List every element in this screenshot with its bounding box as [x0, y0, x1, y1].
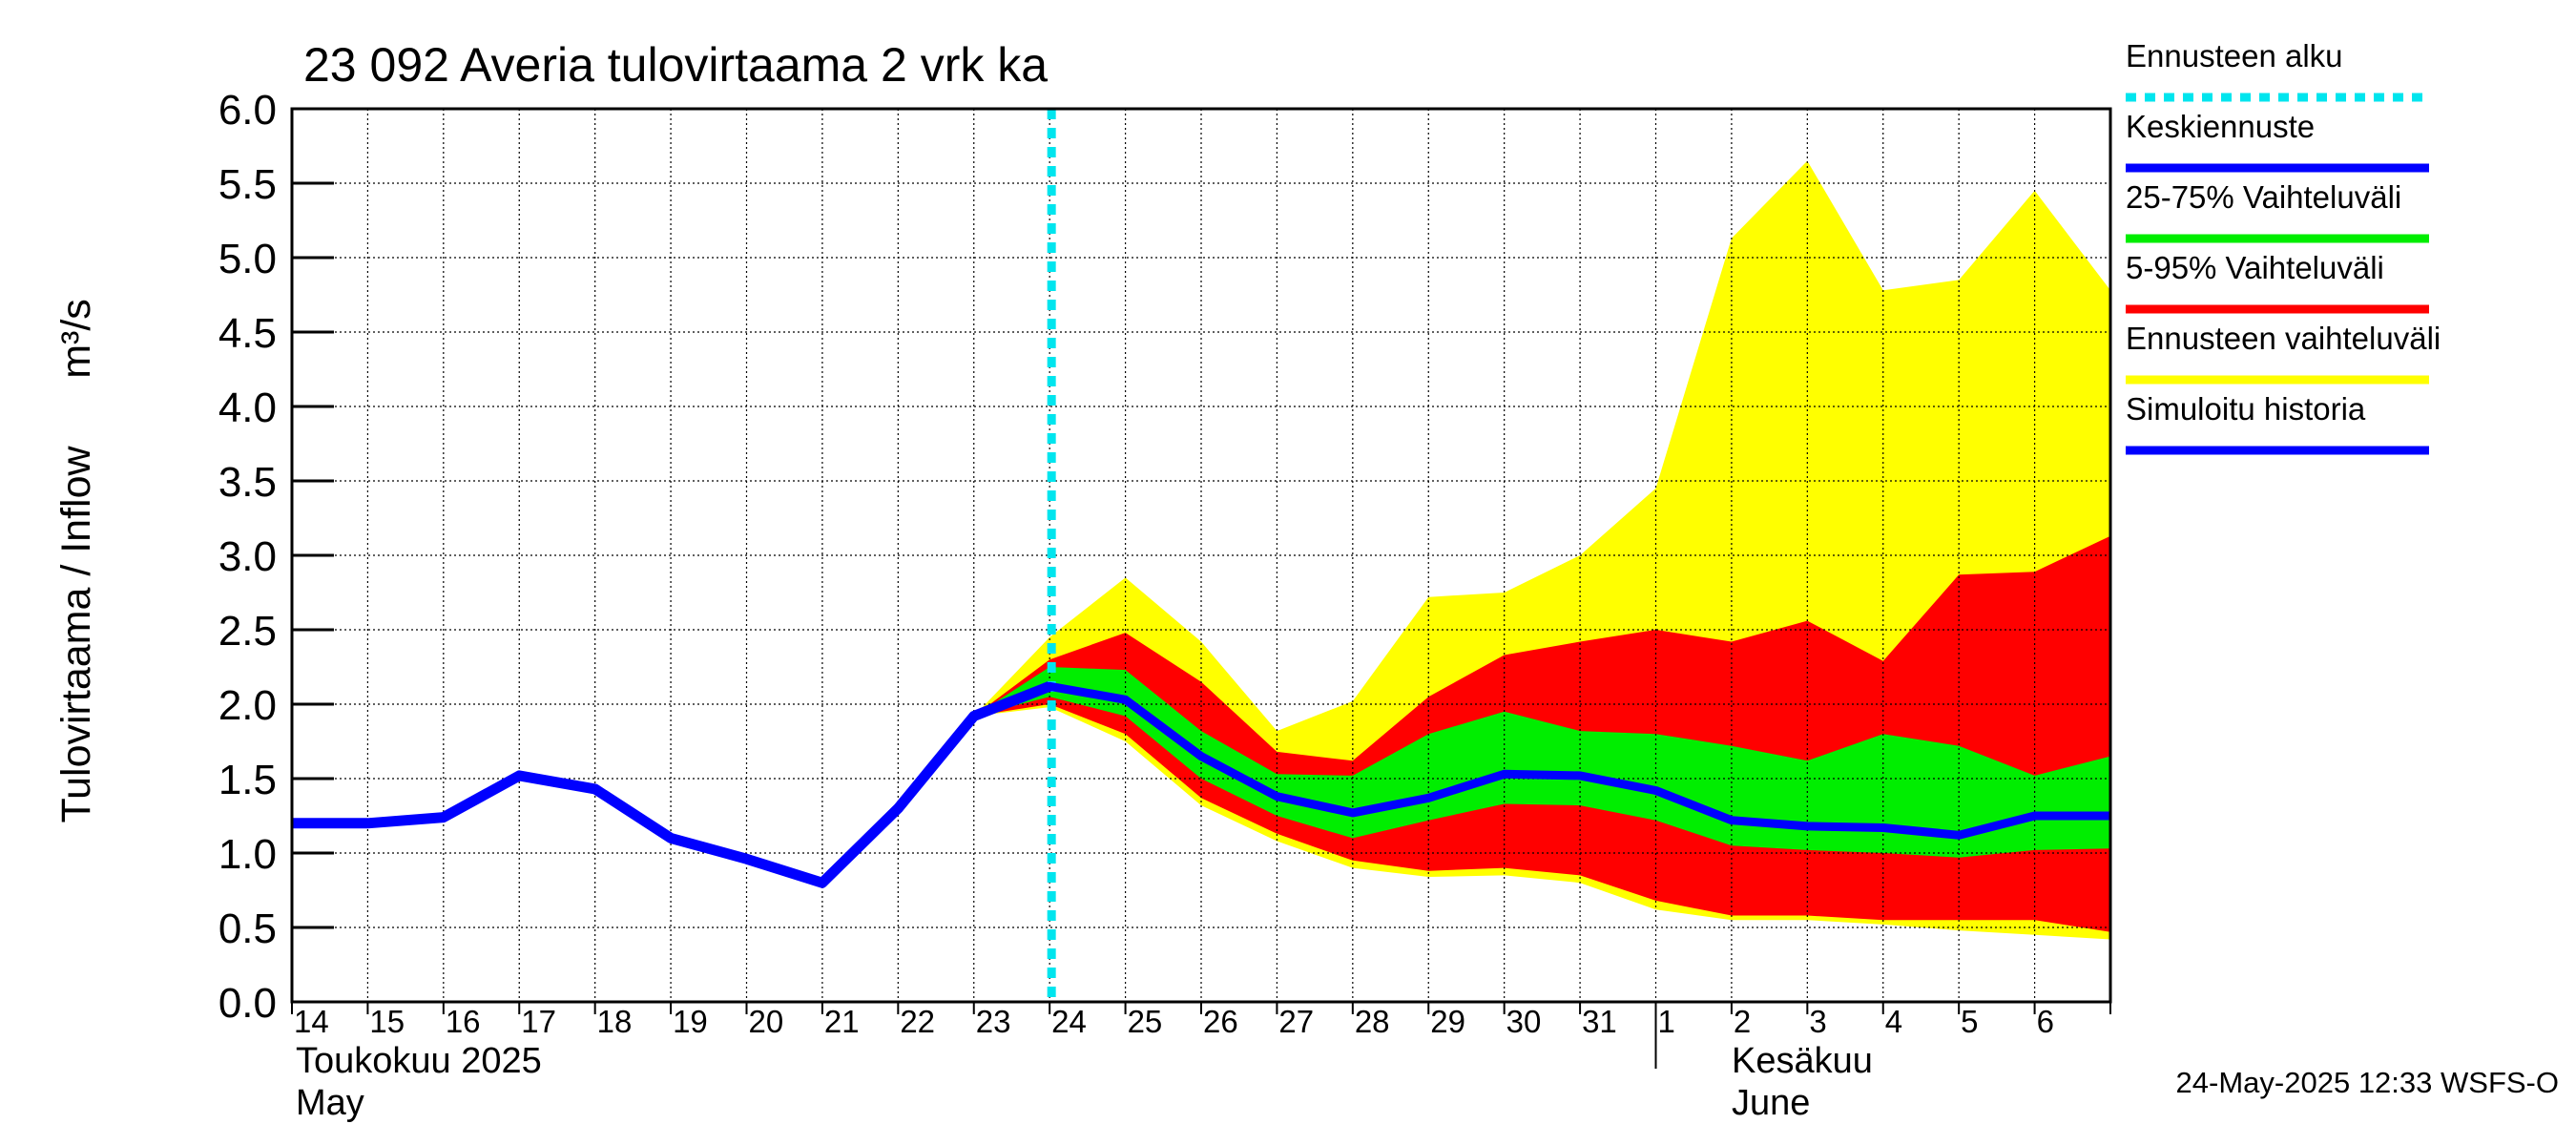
- x-tick-label: 15: [369, 1004, 405, 1039]
- x-tick-label: 20: [749, 1004, 784, 1039]
- axes: 0.0 0.5 1.0 1.5 2.0 2.5 3.0 3.5 4.0 4.5 5.0 5.5 6.0 1…: [218, 87, 2112, 1123]
- y-tick-label: 4.5: [218, 310, 277, 357]
- y-tick-label: 6.0: [218, 87, 277, 134]
- y-tick-label: 5.0: [218, 236, 277, 282]
- x-tick-label: 19: [673, 1004, 708, 1039]
- band-25-75: [973, 667, 2110, 858]
- x-tick-label: 4: [1885, 1004, 1902, 1039]
- month-label-english: June: [1732, 1083, 1810, 1123]
- x-tick-label: 27: [1278, 1004, 1314, 1039]
- forecast-bands: [973, 160, 2110, 940]
- month-label: Toukokuu 2025: [296, 1041, 542, 1081]
- legend-label: Ennusteen vaihteluväli: [2126, 321, 2441, 356]
- x-tick-label: 2: [1734, 1004, 1751, 1039]
- mean-forecast-line: [972, 681, 2110, 840]
- x-tick-label: 21: [824, 1004, 860, 1039]
- x-tick-label: 30: [1506, 1004, 1542, 1039]
- y-tick-label: 3.5: [218, 459, 277, 506]
- legend: Ennusteen alku Keskiennuste 25-75% Vaihtel…: [2126, 38, 2441, 455]
- legend-label: 5-95% Vaihteluväli: [2126, 250, 2384, 285]
- y-tick-label: 0.5: [218, 906, 277, 952]
- x-tick-label: 24: [1051, 1004, 1087, 1039]
- x-tick-label: 18: [597, 1004, 633, 1039]
- x-tick-label: 29: [1430, 1004, 1465, 1039]
- x-tick-label: 16: [446, 1004, 481, 1039]
- legend-label: 25-75% Vaihteluväli: [2126, 179, 2401, 215]
- y-tick-label: 2.5: [218, 608, 277, 655]
- footer-timestamp: 24-May-2025 12:33 WSFS-O: [2176, 1066, 2559, 1099]
- y-tick-label: 2.0: [218, 682, 277, 729]
- x-tick-label: 31: [1582, 1004, 1617, 1039]
- y-tick-label: 4.0: [218, 385, 277, 431]
- legend-label: Ennusteen alku: [2126, 38, 2343, 73]
- legend-label: Simuloitu historia: [2126, 391, 2366, 427]
- y-tick-label: 3.0: [218, 533, 277, 580]
- month-label: Kesäkuu: [1732, 1041, 1873, 1081]
- grid-lines: [292, 109, 2110, 1002]
- month-label-english: May: [296, 1083, 364, 1123]
- y-tick-label: 0.0: [218, 980, 277, 1027]
- x-tick-label: 25: [1128, 1004, 1163, 1039]
- x-tick-label: 5: [1961, 1004, 1978, 1039]
- x-tick-label: 17: [521, 1004, 556, 1039]
- x-tick-label: 22: [900, 1004, 935, 1039]
- x-tick-label: 23: [976, 1004, 1011, 1039]
- x-tick-label: 28: [1355, 1004, 1390, 1039]
- x-tick-label: 3: [1809, 1004, 1826, 1039]
- x-tick-label: 14: [294, 1004, 329, 1039]
- y-tick-label: 1.0: [218, 831, 277, 878]
- y-axis-label: Tulovirtaama / Inflow: [53, 446, 99, 823]
- x-tick-label: 6: [2037, 1004, 2054, 1039]
- legend-label: Keskiennuste: [2126, 109, 2315, 144]
- y-tick-label: 1.5: [218, 757, 277, 803]
- series-lines: [292, 109, 2110, 1002]
- x-tick-label: 26: [1203, 1004, 1238, 1039]
- chart-title: 23 092 Averia tulovirtaama 2 vrk ka: [303, 38, 1048, 92]
- x-tick-label: 1: [1658, 1004, 1675, 1039]
- y-axis-unit: m³/s: [53, 299, 99, 379]
- simulated-history-line: [292, 681, 1052, 888]
- y-tick-label: 5.5: [218, 161, 277, 208]
